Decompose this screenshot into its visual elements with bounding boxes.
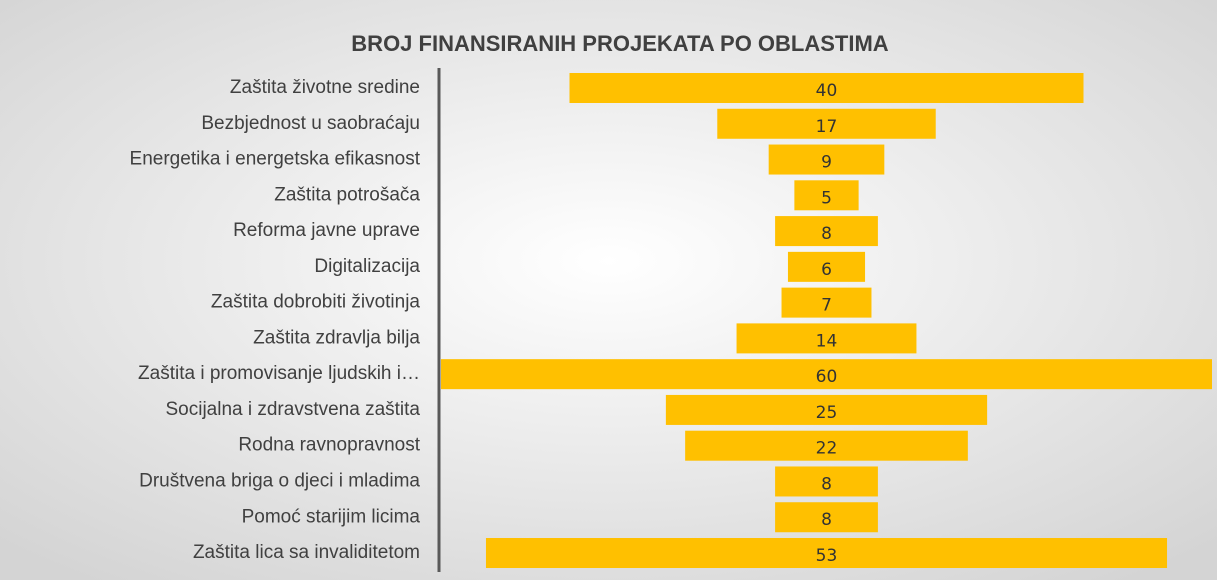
- value-label: 5: [821, 188, 832, 208]
- bar: [775, 216, 878, 247]
- bar: [665, 394, 988, 425]
- category-label: Digitalizacija: [314, 256, 420, 277]
- value-label: 25: [816, 403, 838, 423]
- bar: [717, 108, 936, 139]
- bar: [787, 251, 866, 282]
- category-label: Rodna ravnopravnost: [238, 435, 420, 456]
- value-label: 14: [816, 331, 838, 351]
- category-label: Pomoć starijim licima: [242, 506, 421, 527]
- category-label: Zaštita zdravlja bilja: [253, 327, 420, 348]
- category-label: Energetika i energetska efikasnost: [130, 149, 421, 170]
- value-label: 60: [816, 367, 838, 387]
- value-label: 8: [821, 510, 832, 530]
- bar: [794, 180, 859, 211]
- value-label: 53: [816, 546, 838, 566]
- bar: [768, 144, 885, 175]
- bar: [685, 430, 968, 461]
- bar: [736, 323, 917, 354]
- value-label: 40: [816, 81, 838, 101]
- bar: [569, 73, 1084, 103]
- category-label: Zaštita lica sa invaliditetom: [193, 542, 420, 563]
- value-label: 7: [821, 296, 832, 316]
- bar: [441, 359, 1212, 390]
- category-label: Društvena briga o djeci i mladima: [139, 470, 420, 491]
- category-label: Socijalna i zdravstvena zaštita: [165, 399, 420, 420]
- value-label: 17: [816, 117, 838, 137]
- bar: [781, 287, 872, 318]
- value-label: 6: [821, 260, 832, 280]
- value-label: 8: [821, 224, 832, 244]
- category-label: Zaštita i promovisanje ljudskih i…: [138, 363, 420, 384]
- category-label: Reforma javne uprave: [233, 220, 420, 241]
- chart-title: BROJ FINANSIRANIH PROJEKATA PO OBLASTIMA: [351, 31, 889, 56]
- category-label: Zaštita potrošača: [274, 184, 420, 205]
- value-label: 9: [821, 153, 832, 173]
- value-label: 8: [821, 474, 832, 494]
- category-label: Zaštita dobrobiti životinja: [211, 292, 421, 313]
- bar: [485, 538, 1168, 569]
- category-label: Bezbjednost u saobraćaju: [201, 113, 420, 134]
- bar: [775, 466, 878, 497]
- value-label: 22: [816, 439, 838, 459]
- bar: [775, 502, 878, 533]
- category-label: Zaštita životne sredine: [230, 77, 420, 98]
